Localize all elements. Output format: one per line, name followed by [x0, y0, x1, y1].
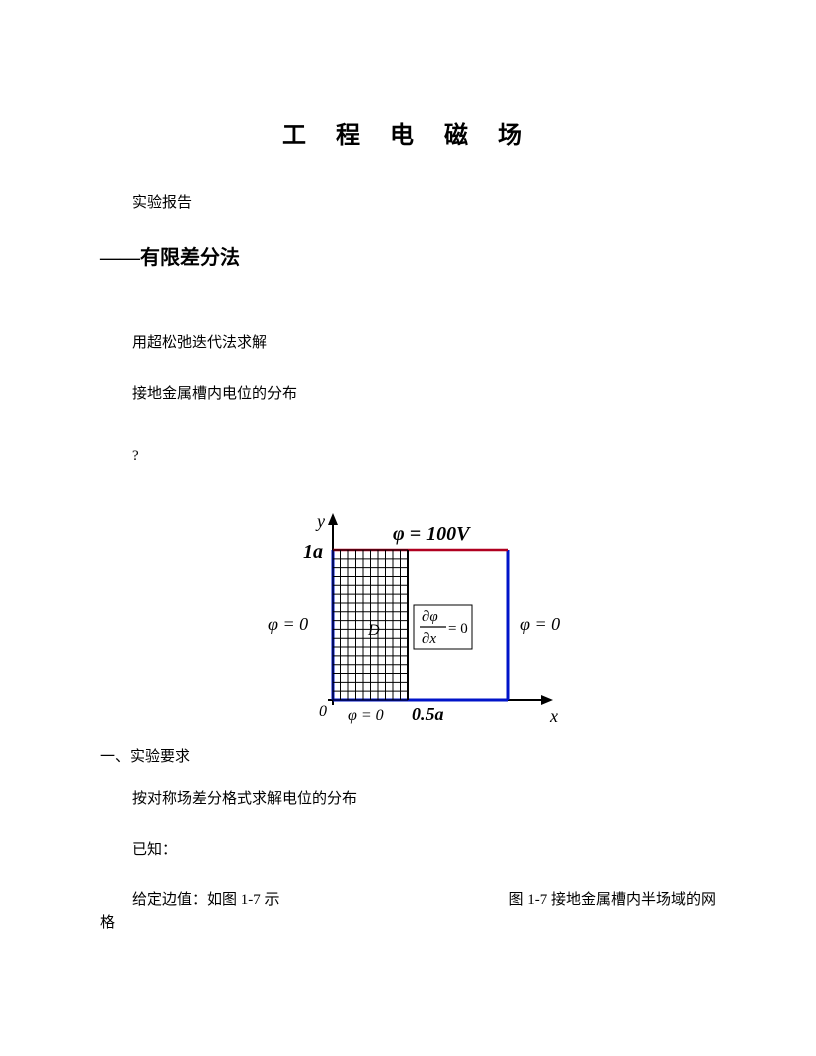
svg-text:= 0: = 0 — [448, 621, 468, 637]
svg-text:φ = 0: φ = 0 — [348, 707, 384, 724]
svg-text:1a: 1a — [303, 541, 323, 563]
boundary-text-left: 给定边值：如图 1-7 示 — [100, 888, 280, 909]
svg-text:φ = 0: φ = 0 — [268, 614, 308, 634]
svg-text:φ = 0: φ = 0 — [520, 614, 560, 634]
paragraph-target: 接地金属槽内电位的分布 — [100, 381, 716, 408]
question-mark: ? — [100, 448, 716, 465]
paragraph-report: 实验报告 — [100, 190, 716, 217]
boundary-text-right: 图 1-7 接地金属槽内半场域的网 — [509, 888, 717, 909]
subtitle: ——有限差分法 — [100, 241, 716, 270]
paragraph-boundary-line: 给定边值：如图 1-7 示 图 1-7 接地金属槽内半场域的网 — [100, 888, 716, 909]
paragraph-method: 用超松弛迭代法求解 — [100, 330, 716, 357]
svg-text:D: D — [367, 622, 380, 639]
diagram-container: y x 0 1a φ = 100V 0.5a φ = 0 φ = 0 φ = 0 D ∂φ ∂x = 0 — [100, 505, 716, 735]
svg-text:0.5a: 0.5a — [412, 704, 444, 724]
svg-text:0: 0 — [319, 703, 327, 720]
paragraph-tail: 格 — [100, 911, 716, 932]
boundary-diagram: y x 0 1a φ = 100V 0.5a φ = 0 φ = 0 φ = 0 D ∂φ ∂x = 0 — [238, 505, 578, 735]
paragraph-req: 按对称场差分格式求解电位的分布 — [100, 786, 716, 813]
svg-text:∂φ: ∂φ — [422, 609, 438, 625]
svg-text:y: y — [315, 511, 325, 531]
svg-text:φ = 100V: φ = 100V — [393, 523, 471, 545]
svg-text:x: x — [549, 706, 558, 726]
section-heading: 一、实验要求 — [100, 745, 716, 766]
paragraph-known: 已知： — [100, 837, 716, 864]
svg-text:∂x: ∂x — [422, 631, 436, 647]
page-title: 工 程 电 磁 场 — [100, 115, 716, 150]
